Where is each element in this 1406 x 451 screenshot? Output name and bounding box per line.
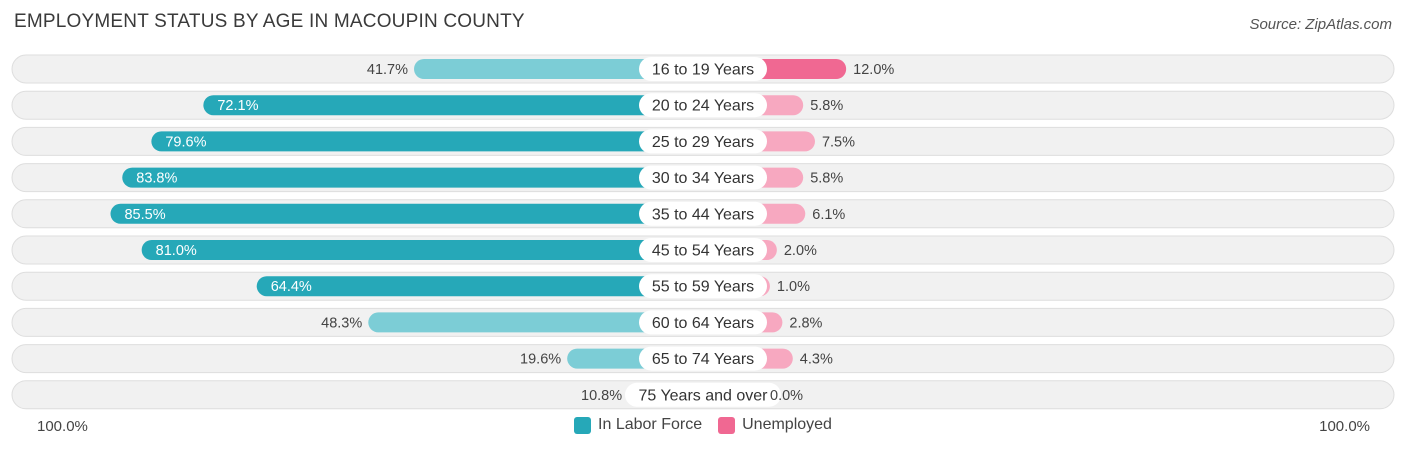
category-label: 75 Years and over	[639, 387, 769, 404]
value-label-unemployed: 2.0%	[784, 243, 817, 259]
category-label: 16 to 19 Years	[652, 62, 754, 79]
category-pill	[639, 346, 767, 371]
value-label-labor-force: 79.6%	[165, 134, 206, 150]
category-pill	[639, 57, 767, 81]
chart-title: EMPLOYMENT STATUS BY AGE IN MACOUPIN COU…	[14, 11, 525, 32]
value-label-unemployed: 6.1%	[812, 207, 845, 223]
bar-labor-force	[368, 312, 703, 333]
value-label-labor-force: 81.0%	[156, 243, 197, 259]
category-pill	[639, 165, 767, 190]
legend-swatch-unemployed	[718, 416, 736, 434]
category-pill	[639, 274, 767, 299]
category-pill	[639, 238, 767, 262]
legend-item-labor-force[interactable]: In Labor Force	[574, 416, 702, 434]
axis-left-label: 100.0%	[37, 418, 88, 435]
category-pill	[639, 129, 767, 154]
value-label-unemployed: 5.8%	[810, 98, 843, 114]
category-label: 20 to 24 Years	[652, 98, 754, 115]
bar-labor-force	[110, 203, 704, 224]
value-label-labor-force: 85.5%	[124, 207, 165, 223]
bar-labor-force	[256, 276, 703, 297]
value-label-unemployed: 7.5%	[822, 134, 855, 150]
chart-svg: 16 to 19 Years 41.7% 12.0% 20 to 24 Years 72…	[11, 54, 1395, 410]
category-label: 65 to 74 Years	[652, 351, 754, 368]
category-pill	[625, 382, 781, 407]
value-label-labor-force: 64.4%	[271, 279, 312, 295]
value-label-unemployed: 1.0%	[777, 279, 810, 295]
legend-label-labor-force: In Labor Force	[598, 416, 703, 433]
bar-labor-force	[203, 95, 704, 116]
category-pill	[639, 310, 767, 335]
value-label-labor-force: 19.6%	[520, 352, 561, 368]
category-pill	[639, 93, 767, 118]
value-label-labor-force: 83.8%	[136, 171, 177, 187]
category-label: 45 to 54 Years	[652, 243, 754, 260]
value-label-unemployed: 0.0%	[770, 388, 803, 404]
category-label: 25 to 29 Years	[652, 134, 754, 151]
bar-labor-force	[414, 59, 703, 79]
category-label: 35 to 44 Years	[652, 206, 754, 223]
value-label-labor-force: 41.7%	[367, 62, 408, 78]
value-label-labor-force: 48.3%	[321, 315, 362, 331]
bar-labor-force	[141, 240, 704, 260]
value-label-unemployed: 4.3%	[800, 352, 833, 368]
category-label: 55 to 59 Years	[652, 279, 754, 296]
legend-swatch-labor-force	[574, 416, 592, 434]
value-label-unemployed: 5.8%	[810, 171, 843, 187]
value-label-unemployed: 2.8%	[789, 315, 822, 331]
legend-item-unemployed[interactable]: Unemployed	[718, 416, 832, 434]
category-label: 60 to 64 Years	[652, 315, 754, 332]
value-label-labor-force: 10.8%	[581, 388, 622, 404]
axis-right-label: 100.0%	[1319, 418, 1370, 435]
bar-labor-force	[151, 131, 703, 152]
category-pill	[639, 201, 767, 226]
bar-labor-force	[122, 167, 704, 188]
legend: In Labor Force Unemployed	[0, 416, 1406, 434]
chart-source: Source: ZipAtlas.com	[1249, 16, 1392, 33]
category-label: 30 to 34 Years	[652, 170, 754, 187]
legend-label-unemployed: Unemployed	[742, 416, 832, 433]
value-label-labor-force: 72.1%	[217, 98, 258, 114]
value-label-unemployed: 12.0%	[853, 62, 894, 78]
